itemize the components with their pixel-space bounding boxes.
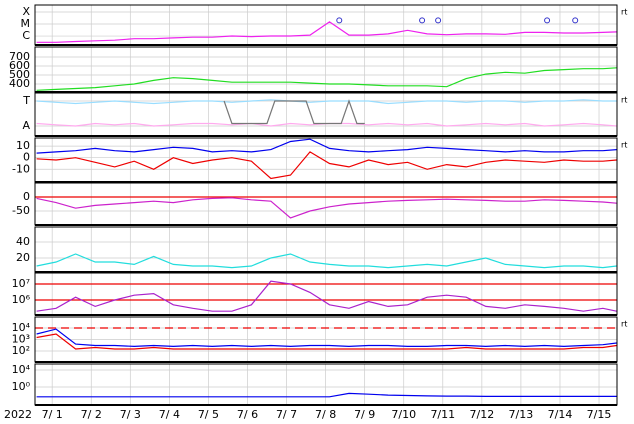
- series-line: [36, 67, 617, 91]
- series-line: [36, 99, 617, 105]
- y-tick-label: 700: [9, 50, 30, 63]
- side-label: rt: [621, 320, 627, 329]
- x-tick-label: 7/ 3: [120, 408, 141, 421]
- x-tick-label: 7/13: [509, 408, 534, 421]
- y-tick-label: 0: [23, 190, 30, 203]
- series-line: [36, 253, 617, 269]
- y-tick-label: 600: [9, 59, 30, 72]
- panel-frame: [34, 4, 618, 46]
- series-line: [36, 328, 617, 348]
- y-tick-label: -10: [12, 162, 30, 175]
- x-tick-label: 7/14: [548, 408, 573, 421]
- y-tick-label: 40: [16, 235, 30, 248]
- series-line: [36, 138, 617, 154]
- y-tick-label: -50: [12, 204, 30, 217]
- y-tick-label: X: [22, 5, 30, 18]
- flare-marker: [572, 17, 579, 24]
- flare-marker: [336, 17, 343, 24]
- side-label: rt: [621, 96, 627, 105]
- flare-marker: [544, 17, 551, 24]
- x-tick-label: 7/ 1: [42, 408, 63, 421]
- x-tick-label: 7/ 9: [354, 408, 375, 421]
- panel-frame: [34, 226, 618, 273]
- y-tick-label: 10⁴: [12, 363, 31, 376]
- y-tick-label: 10²: [12, 344, 30, 357]
- panel-frame: [34, 272, 618, 316]
- panel-frame: [34, 137, 618, 183]
- y-tick-label: 10⁴: [12, 321, 31, 334]
- y-tick-label: 0: [23, 151, 30, 164]
- flare-marker: [419, 17, 426, 24]
- x-tick-label: 7/ 8: [315, 408, 336, 421]
- series-line: [223, 99, 365, 125]
- y-tick-label: 20: [16, 251, 30, 264]
- side-label: rt: [621, 8, 627, 17]
- x-tick-label: 7/11: [430, 408, 455, 421]
- y-tick-label: 400: [9, 77, 30, 90]
- series-line: [36, 333, 617, 350]
- series-line: [36, 280, 617, 312]
- y-tick-label: 10⁷: [12, 277, 30, 290]
- x-tick-label: 7/ 6: [237, 408, 258, 421]
- y-tick-label: 10: [16, 139, 30, 152]
- series-line: [36, 21, 617, 43]
- y-tick-label: 10⁶: [12, 293, 31, 306]
- x-tick-label: 7/15: [587, 408, 612, 421]
- y-tick-label: 10³: [12, 333, 30, 346]
- y-tick-label: M: [21, 17, 31, 30]
- x-tick-label: 7/12: [469, 408, 494, 421]
- y-tick-label: 10⁰: [12, 380, 31, 393]
- y-tick-label: 500: [9, 68, 30, 81]
- side-label: rt: [621, 141, 627, 150]
- x-tick-label: 7/ 7: [276, 408, 297, 421]
- x-tick-label: 7/ 4: [159, 408, 180, 421]
- panel-frame: [34, 92, 618, 137]
- year-label: 2022: [4, 408, 32, 421]
- series-line: [36, 197, 617, 219]
- y-tick-label: T: [22, 94, 30, 107]
- y-tick-label: A: [22, 119, 30, 132]
- series-line: [36, 392, 617, 398]
- x-tick-label: 7/ 5: [198, 408, 219, 421]
- flare-marker: [435, 17, 442, 24]
- x-tick-label: 7/ 2: [81, 408, 102, 421]
- series-line: [36, 151, 617, 180]
- y-tick-label: C: [22, 29, 30, 42]
- x-tick-label: 7/10: [391, 408, 416, 421]
